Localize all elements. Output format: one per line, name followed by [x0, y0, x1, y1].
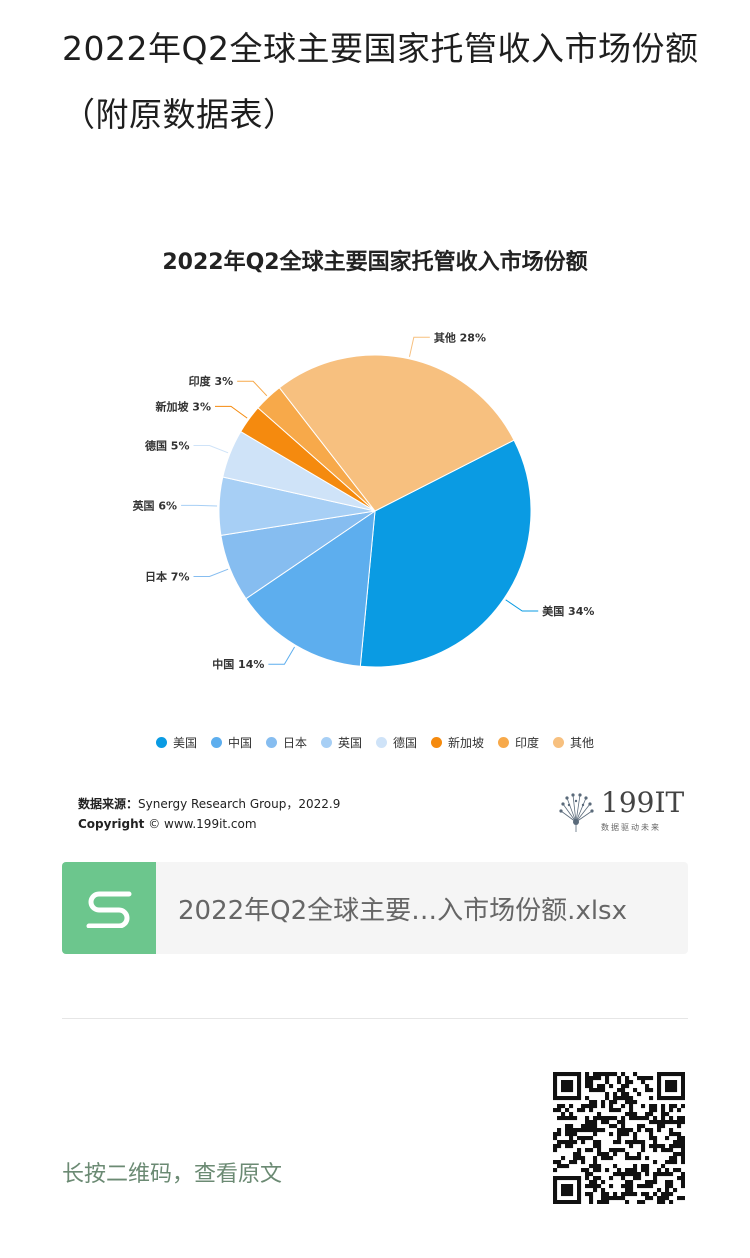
qr-code[interactable]: [553, 1072, 685, 1204]
leader-line-other: [408, 336, 430, 357]
data-label-japan: 日本 7%: [145, 570, 190, 584]
data-label-uk: 英国 6%: [132, 498, 178, 512]
leader-line-singapore: [214, 405, 248, 419]
data-label-india: 印度 3%: [189, 374, 234, 388]
legend-swatch: [431, 737, 443, 748]
leader-line-usa: [505, 599, 539, 612]
leader-line-india: [237, 380, 268, 397]
data-label-germany: 德国 5%: [144, 438, 190, 452]
legend-swatch: [498, 737, 510, 748]
spreadsheet-icon: [62, 862, 156, 954]
source-label: 数据来源：: [78, 797, 139, 811]
data-label-china: 中国 14%: [212, 657, 264, 671]
legend-label: 德国: [393, 736, 418, 750]
brand-name: 199IT: [601, 786, 685, 819]
leader-line-uk: [181, 504, 218, 507]
data-label-other: 其他 28%: [434, 330, 486, 344]
brand-tagline: 数据驱动未来: [601, 823, 661, 832]
data-label-usa: 美国 34%: [542, 604, 594, 618]
qr-hint: 长按二维码，查看原文: [62, 1162, 283, 1187]
legend-item-japan: 日本: [265, 734, 307, 751]
copyright-label: Copyright: [78, 817, 145, 831]
pie-slice-china: [245, 509, 376, 667]
legend-label: 新加坡: [448, 736, 485, 750]
dandelion-icon: [559, 793, 594, 832]
leader-line-japan: [193, 568, 229, 578]
pie-slice-other: [278, 354, 515, 512]
legend-item-india: 印度: [498, 734, 539, 751]
legend-label: 美国: [172, 736, 197, 750]
pie-chart: 美国 34% 中国 14% 日本 7% 英国 6% 德国 5% 新加坡 3% 印度 3% 其他…: [132, 330, 595, 671]
copyright-text: © www.199it.com: [148, 817, 257, 831]
brand-logo: 199IT 数据驱动未来: [553, 786, 685, 836]
article-title: 2022年Q2全球主要国家托管收入市场份额（附原数据表）: [62, 29, 699, 134]
legend-swatch: [320, 737, 332, 748]
legend-item-germany: 德国: [376, 734, 417, 751]
legend-item-uk: 英国: [320, 734, 362, 751]
legend-label: 日本: [282, 736, 307, 750]
attachment-card[interactable]: 2022年Q2全球主要…入市场份额.xlsx: [62, 862, 688, 954]
leader-line-germany: [193, 444, 229, 454]
legend-swatch: [155, 737, 167, 748]
legend-swatch: [376, 737, 387, 748]
leader-line-china: [268, 646, 296, 665]
legend-label: 英国: [337, 736, 362, 750]
legend-swatch: [210, 737, 222, 748]
legend-label: 中国: [227, 736, 252, 750]
legend-item-china: 中国: [210, 734, 252, 751]
chart-title: 2022年Q2全球主要国家托管收入市场份额: [162, 250, 588, 275]
data-label-singapore: 新加坡 3%: [155, 399, 211, 413]
legend-item-usa: 美国: [155, 734, 197, 751]
legend-item-other: 其他: [553, 734, 594, 751]
legend-label: 印度: [515, 736, 540, 750]
source-text: Synergy Research Group，2022.9: [138, 797, 341, 811]
source-block: 数据来源：Synergy Research Group，2022.9 Copyr…: [78, 794, 340, 834]
divider: [62, 1018, 688, 1019]
legend-swatch: [553, 737, 565, 748]
legend-swatch: [265, 737, 277, 748]
legend-item-singapore: 新加坡: [431, 734, 484, 751]
attachment-filename: 2022年Q2全球主要…入市场份额.xlsx: [178, 895, 627, 926]
chart-legend: 美国 中国 日本 英国 德国 新加坡 印度 其他: [0, 734, 750, 751]
legend-label: 其他: [570, 736, 595, 750]
